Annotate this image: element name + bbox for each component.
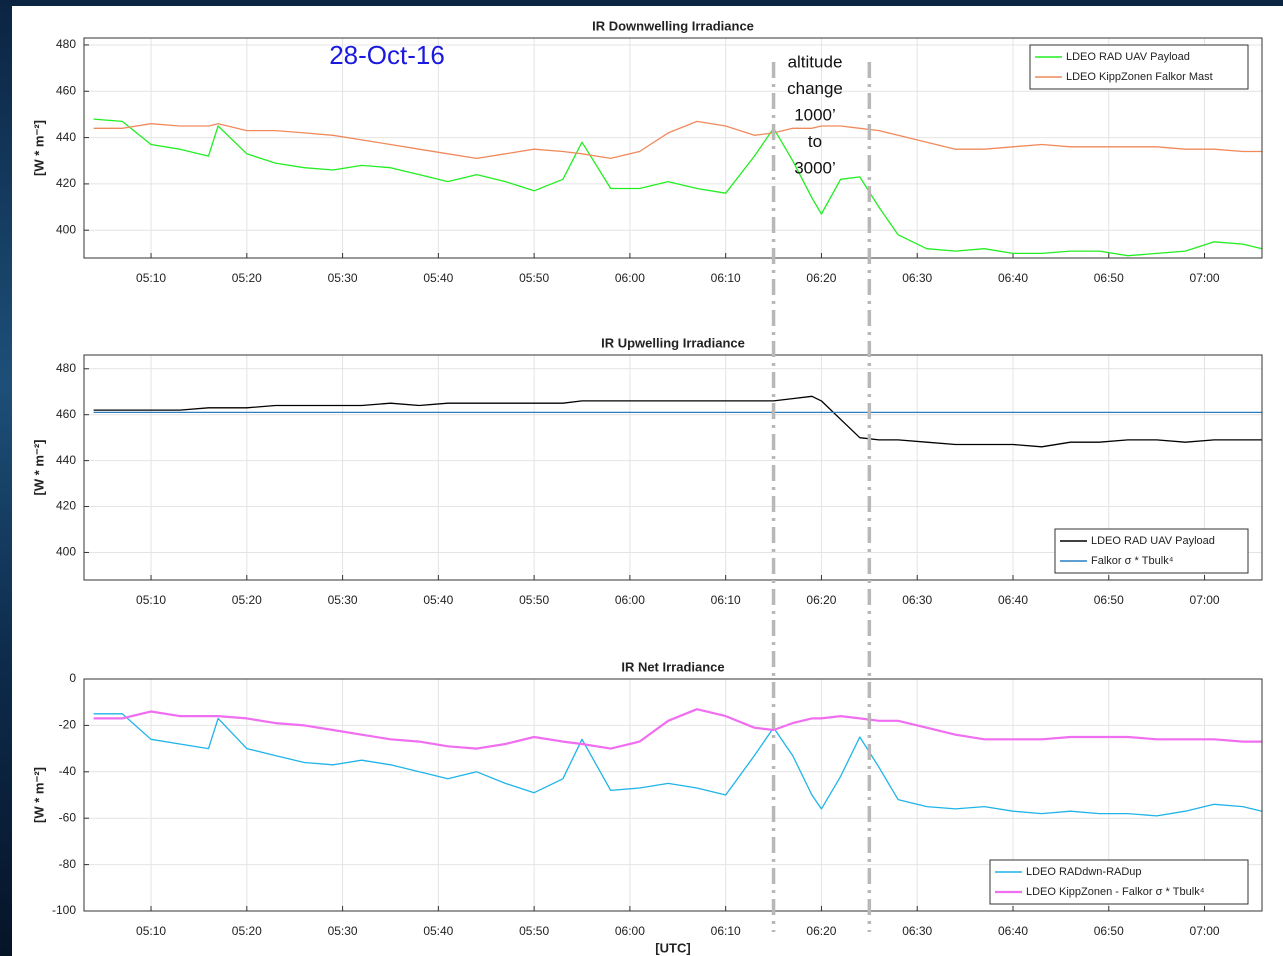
legend-label: LDEO KippZonen Falkor Mast bbox=[1066, 71, 1213, 83]
x-tick-label: 05:40 bbox=[423, 271, 453, 285]
x-tick-label: 06:50 bbox=[1094, 593, 1124, 607]
legend-label: LDEO RAD UAV Payload bbox=[1066, 51, 1190, 63]
x-tick-label: 06:00 bbox=[615, 924, 645, 938]
x-tick-label: 06:40 bbox=[998, 271, 1028, 285]
annotation: to bbox=[808, 132, 822, 151]
y-tick-label: 460 bbox=[56, 83, 76, 97]
annotation: 1000’ bbox=[794, 105, 836, 124]
legend-box bbox=[989, 859, 1249, 905]
axes-box bbox=[83, 37, 1263, 259]
chart-title: IR Downwelling Irradiance bbox=[592, 18, 754, 33]
x-tick-label: 06:20 bbox=[806, 924, 836, 938]
x-tick-label: 05:30 bbox=[328, 924, 358, 938]
x-tick-label: 05:20 bbox=[232, 271, 262, 285]
x-tick-label: 06:00 bbox=[615, 271, 645, 285]
y-axis-label: [W * m⁻²] bbox=[31, 120, 46, 176]
x-tick-label: 05:10 bbox=[136, 271, 166, 285]
legend-label: LDEO RADdwn-RADup bbox=[1026, 866, 1142, 878]
annotation: altitude bbox=[788, 52, 843, 71]
x-tick-label: 05:10 bbox=[136, 924, 166, 938]
y-tick-label: 400 bbox=[56, 222, 76, 236]
y-axis-label: [W * m⁻²] bbox=[31, 440, 46, 496]
legend: LDEO RAD UAV Payload LDEO KippZonen Falko… bbox=[1029, 44, 1249, 90]
legend-label: LDEO RAD UAV Payload bbox=[1091, 535, 1215, 547]
x-tick-label: 06:50 bbox=[1094, 271, 1124, 285]
annotation: 3000’ bbox=[794, 158, 836, 177]
data-line bbox=[93, 120, 1262, 160]
x-tick-label: 06:10 bbox=[711, 593, 741, 607]
data-line bbox=[93, 118, 1263, 257]
x-tick-label: 06:30 bbox=[902, 271, 932, 285]
y-tick-label: 440 bbox=[56, 453, 76, 467]
x-axis-label: [UTC] bbox=[655, 940, 690, 955]
x-tick-label: 06:20 bbox=[806, 271, 836, 285]
legend-box bbox=[1029, 44, 1249, 90]
y-tick-label: 460 bbox=[56, 407, 76, 421]
y-tick-label: 400 bbox=[56, 545, 76, 559]
x-tick-label: 06:10 bbox=[711, 924, 741, 938]
y-tick-label: -60 bbox=[59, 810, 77, 824]
x-tick-label: 06:40 bbox=[998, 593, 1028, 607]
annotation: change bbox=[787, 79, 843, 98]
y-tick-label: 420 bbox=[56, 176, 76, 190]
x-tick-label: 05:20 bbox=[232, 924, 262, 938]
x-tick-label: 07:00 bbox=[1190, 271, 1220, 285]
x-tick-label: 06:10 bbox=[711, 271, 741, 285]
x-tick-label: 05:50 bbox=[519, 271, 549, 285]
y-tick-label: -100 bbox=[52, 903, 76, 917]
x-tick-label: 05:50 bbox=[519, 593, 549, 607]
y-tick-label: 480 bbox=[56, 37, 76, 51]
legend-label: Falkor σ * Tbulk⁴ bbox=[1091, 555, 1174, 567]
x-tick-label: 05:50 bbox=[519, 924, 549, 938]
x-tick-label: 06:30 bbox=[902, 593, 932, 607]
y-tick-label: 440 bbox=[56, 130, 76, 144]
x-tick-label: 06:50 bbox=[1094, 924, 1124, 938]
date-label: 28-Oct-16 bbox=[329, 40, 445, 70]
legend: LDEO RADdwn-RADup LDEO KippZonen - Falkor… bbox=[989, 859, 1249, 905]
y-tick-label: 480 bbox=[56, 361, 76, 375]
data-line bbox=[93, 708, 1262, 750]
x-tick-label: 05:40 bbox=[423, 593, 453, 607]
axes-box bbox=[83, 354, 1263, 581]
data-line bbox=[93, 713, 1263, 817]
x-tick-label: 06:40 bbox=[998, 924, 1028, 938]
x-tick-label: 05:40 bbox=[423, 924, 453, 938]
y-tick-label: 420 bbox=[56, 499, 76, 513]
axes-box bbox=[83, 678, 1263, 912]
y-tick-label: -20 bbox=[59, 718, 77, 732]
x-tick-label: 06:00 bbox=[615, 593, 645, 607]
chart-title: IR Upwelling Irradiance bbox=[601, 335, 745, 350]
x-tick-label: 06:30 bbox=[902, 924, 932, 938]
x-tick-label: 07:00 bbox=[1190, 924, 1220, 938]
x-tick-label: 05:20 bbox=[232, 593, 262, 607]
data-line bbox=[93, 395, 1262, 448]
y-axis-label: [W * m⁻²] bbox=[31, 767, 46, 823]
y-tick-label: 0 bbox=[69, 671, 76, 685]
y-tick-label: -80 bbox=[59, 857, 77, 871]
legend-box bbox=[1054, 528, 1249, 574]
x-tick-label: 06:20 bbox=[806, 593, 836, 607]
legend: LDEO RAD UAV Payload Falkor σ * Tbulk⁴ bbox=[1054, 528, 1249, 574]
x-tick-label: 05:30 bbox=[328, 593, 358, 607]
legend-label: LDEO KippZonen - Falkor σ * Tbulk⁴ bbox=[1026, 886, 1205, 898]
y-tick-label: -40 bbox=[59, 764, 77, 778]
x-tick-label: 05:10 bbox=[136, 593, 166, 607]
x-tick-label: 05:30 bbox=[328, 271, 358, 285]
chart-title: IR Net Irradiance bbox=[621, 659, 724, 674]
x-tick-label: 07:00 bbox=[1190, 593, 1220, 607]
